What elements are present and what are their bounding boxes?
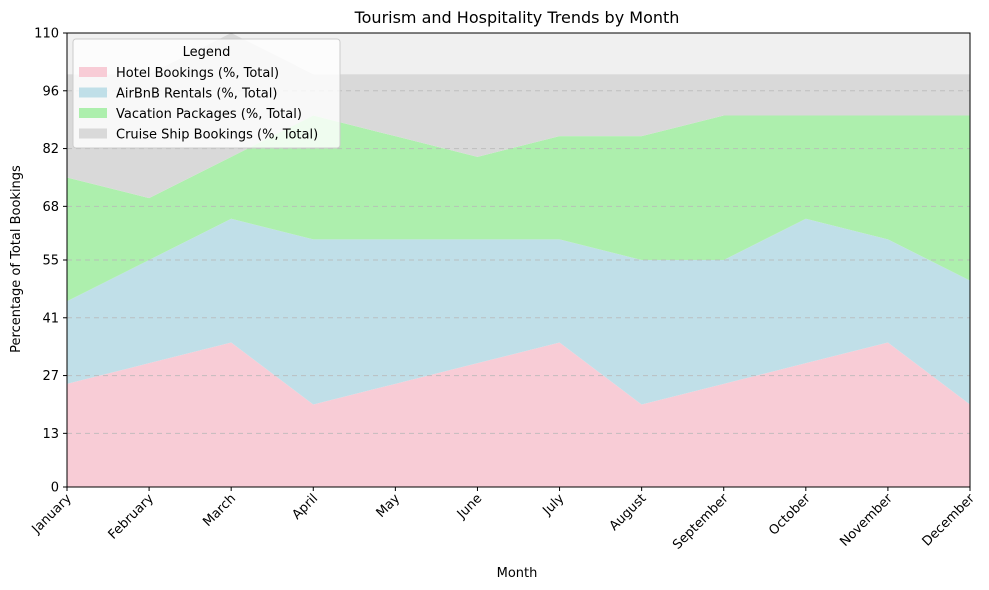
legend: Legend Hotel Bookings (%, Total) AirBnB Re… bbox=[72, 38, 341, 149]
legend-swatch-3 bbox=[79, 108, 107, 118]
x-axis-title: Month bbox=[497, 566, 538, 581]
legend-label-4: Cruise Ship Bookings (%, Total) bbox=[116, 128, 318, 143]
y-tick-label-7: 96 bbox=[42, 84, 59, 99]
y-tick-label-3: 41 bbox=[42, 311, 59, 326]
y-tick-label-1: 13 bbox=[42, 427, 59, 442]
y-tick-label-4: 55 bbox=[42, 254, 59, 269]
legend-swatch-1 bbox=[79, 67, 107, 77]
legend-box bbox=[72, 38, 341, 149]
y-tick-label-5: 68 bbox=[42, 200, 59, 215]
area-series-1 bbox=[67, 342, 970, 487]
legend-label-3: Vacation Packages (%, Total) bbox=[116, 107, 302, 122]
y-tick-label-6: 82 bbox=[42, 142, 59, 157]
area-series-2 bbox=[67, 218, 970, 405]
legend-label-2: AirBnB Rentals (%, Total) bbox=[116, 87, 277, 102]
y-axis-title: Percentage of Total Bookings bbox=[9, 165, 24, 353]
y-tick-label-2: 27 bbox=[42, 369, 59, 384]
y-tick-label-8: 110 bbox=[34, 27, 59, 42]
legend-label-1: Hotel Bookings (%, Total) bbox=[116, 66, 279, 81]
area-series-3 bbox=[67, 115, 970, 302]
y-tick-label-0: 0 bbox=[51, 481, 59, 496]
legend-title: Legend bbox=[183, 45, 231, 60]
legend-swatch-2 bbox=[79, 87, 107, 98]
chart-title: Tourism and Hospitality Trends by Month bbox=[354, 8, 680, 27]
legend-swatch-4 bbox=[79, 128, 107, 139]
